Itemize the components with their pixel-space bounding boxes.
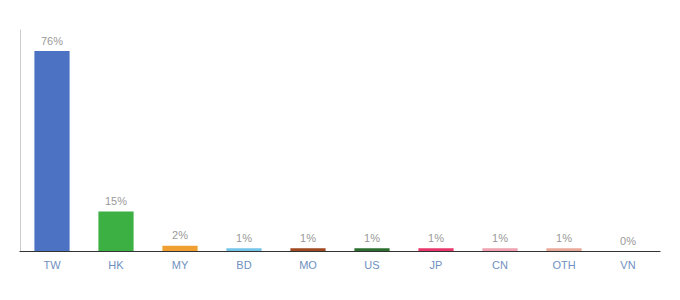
svg-text:1%: 1% <box>300 232 316 244</box>
svg-text:1%: 1% <box>492 232 508 244</box>
svg-text:1%: 1% <box>236 232 252 244</box>
svg-text:2%: 2% <box>172 229 188 241</box>
svg-text:MY: MY <box>172 259 189 271</box>
svg-text:0%: 0% <box>620 235 636 247</box>
svg-text:TW: TW <box>43 259 61 271</box>
svg-text:15%: 15% <box>105 195 127 207</box>
svg-text:1%: 1% <box>364 232 380 244</box>
svg-text:HK: HK <box>108 259 124 271</box>
svg-text:BD: BD <box>236 259 251 271</box>
svg-text:76%: 76% <box>41 35 63 47</box>
svg-text:1%: 1% <box>556 232 572 244</box>
svg-text:JP: JP <box>430 259 443 271</box>
svg-text:1%: 1% <box>428 232 444 244</box>
svg-text:CN: CN <box>492 259 508 271</box>
svg-text:VN: VN <box>620 259 635 271</box>
svg-text:MO: MO <box>299 259 317 271</box>
svg-text:OTH: OTH <box>552 259 575 271</box>
svg-text:US: US <box>364 259 379 271</box>
